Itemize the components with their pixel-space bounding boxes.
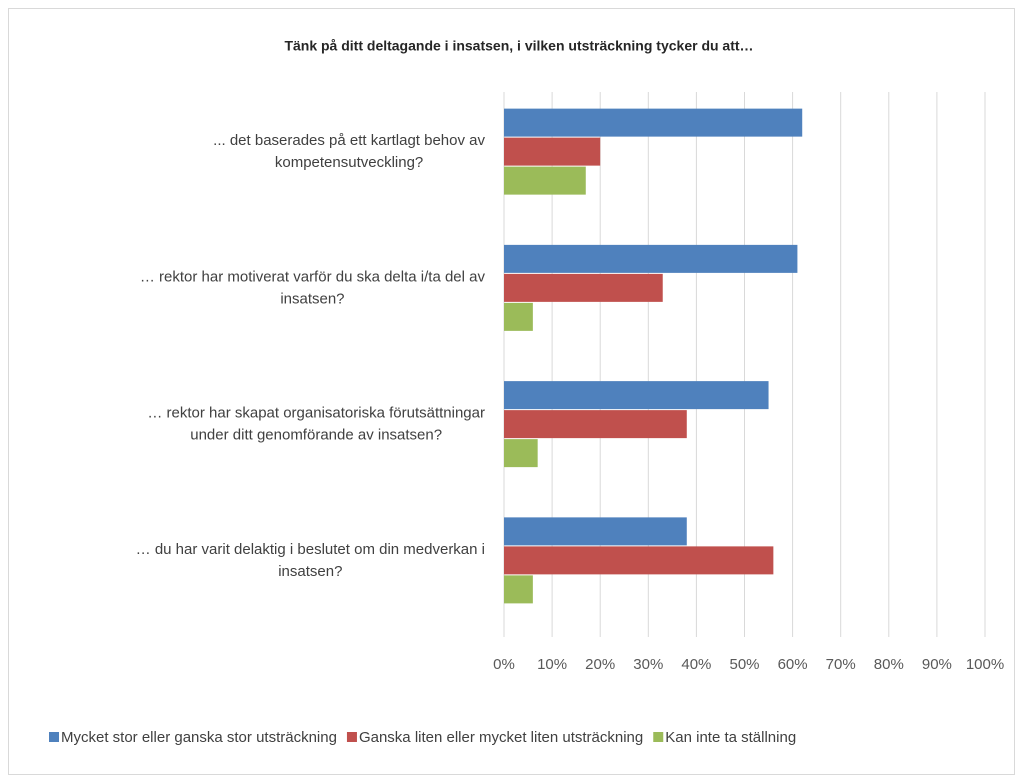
legend-label: Ganska liten eller mycket liten utsträck… — [359, 729, 643, 746]
bar — [504, 108, 803, 137]
y-tick-label: … du har varit delaktig i beslutet om di… — [136, 541, 485, 558]
bar — [504, 137, 601, 166]
bar — [504, 517, 687, 546]
y-tick-label: kompetensutveckling? — [275, 154, 423, 171]
legend-swatch — [49, 732, 59, 742]
bar — [504, 439, 538, 468]
legend-swatch — [346, 732, 357, 742]
bar — [504, 273, 663, 302]
x-tick-label: 80% — [874, 656, 904, 673]
x-tick-label: 100% — [966, 656, 1004, 673]
y-tick-label: ... det baserades på ett kartlagt behov … — [213, 132, 485, 149]
x-tick-label: 40% — [681, 656, 711, 673]
bar — [504, 302, 533, 331]
bar — [504, 381, 769, 410]
legend-swatch — [653, 732, 664, 742]
y-tick-label: … rektor har motiverat varför du ska del… — [140, 268, 486, 285]
x-tick-label: 50% — [729, 656, 759, 673]
bar — [504, 410, 687, 439]
x-tick-label: 70% — [826, 656, 856, 673]
x-tick-label: 60% — [778, 656, 808, 673]
x-tick-label: 10% — [537, 656, 567, 673]
x-tick-label: 90% — [922, 656, 952, 673]
bar — [504, 166, 586, 195]
legend-label: Mycket stor eller ganska stor utsträckni… — [61, 729, 337, 746]
bar — [504, 575, 533, 604]
chart-title: Tänk på ditt deltagande i insatsen, i vi… — [284, 38, 753, 54]
x-tick-label: 30% — [633, 656, 663, 673]
bar — [504, 244, 798, 273]
legend-label: Kan inte ta ställning — [665, 729, 796, 746]
y-tick-label: insatsen? — [280, 290, 344, 307]
x-tick-label: 0% — [493, 656, 515, 673]
bar — [504, 546, 774, 575]
x-tick-label: 20% — [585, 656, 615, 673]
y-tick-label: insatsen? — [278, 563, 342, 580]
y-tick-label: … rektor har skapat organisatoriska föru… — [147, 405, 485, 422]
y-tick-label: under ditt genomförande av insatsen? — [190, 427, 442, 444]
